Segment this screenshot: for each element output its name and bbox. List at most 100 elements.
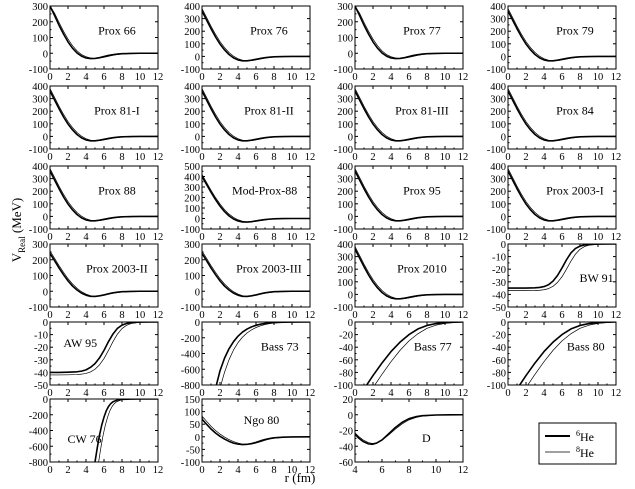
x-tick-label: 12 <box>305 388 316 399</box>
y-axis-label: VReal (MeV) <box>9 198 27 263</box>
y-tick-label: 100 <box>184 272 200 283</box>
y-tick-label: -40 <box>34 368 48 379</box>
y-tick-label: 150 <box>184 395 200 406</box>
panel-label: BW 91 <box>579 271 613 285</box>
y-tick-label: -100 <box>29 145 48 156</box>
series-line-8he <box>508 8 616 62</box>
x-tick-label: 10 <box>593 388 604 399</box>
x-tick-label: 8 <box>119 388 124 399</box>
y-tick-label: 400 <box>337 240 353 251</box>
y-tick-label: 200 <box>32 107 48 118</box>
y-tick-label: -100 <box>181 458 200 469</box>
x-tick-label: 4 <box>235 152 241 163</box>
series-line-8he <box>50 6 158 59</box>
y-tick-label: -100 <box>487 225 506 236</box>
legend-label-6he: 6He <box>576 429 594 444</box>
x-tick-label: 4 <box>388 152 394 163</box>
x-tick-label: 6 <box>379 465 384 476</box>
x-tick-label: 0 <box>505 310 510 321</box>
series-line-8he <box>355 246 463 300</box>
y-tick-label: 100 <box>184 120 200 131</box>
x-tick-label: 2 <box>523 152 528 163</box>
panel-frame <box>507 321 617 386</box>
y-tick-label: -200 <box>29 411 48 422</box>
x-tick-label: 12 <box>458 232 469 243</box>
x-tick-label: 2 <box>65 232 70 243</box>
series-line-8he <box>508 244 616 291</box>
y-tick-label: 300 <box>337 95 353 106</box>
panel-label: Bass 77 <box>414 339 452 353</box>
series-line-8he <box>355 414 463 444</box>
panel-label: Prox 81-III <box>395 103 449 117</box>
panel-label: Prox 77 <box>403 23 441 37</box>
y-tick-label: -600 <box>29 442 48 453</box>
y-tick-label: 50 <box>190 420 201 431</box>
y-tick-label: 400 <box>337 162 353 173</box>
y-tick-label: -20 <box>492 265 506 276</box>
panel-label: Prox 81-I <box>94 103 140 117</box>
y-tick-label: 300 <box>32 175 48 186</box>
x-tick-label: 12 <box>611 152 622 163</box>
y-tick-label: 200 <box>32 256 48 267</box>
x-tick-label: 0 <box>505 388 510 399</box>
panel-bass-77: 0 2 4 6 8 10 12 -100 -80-60 -40-20 0 Bass 77 <box>334 318 469 399</box>
panel-frame <box>354 398 464 463</box>
x-tick-label: 6 <box>101 232 106 243</box>
y-tick-label: 0 <box>195 287 200 298</box>
y-tick-label: -100 <box>334 225 353 236</box>
series-line-6he <box>519 322 616 385</box>
x-tick-label: 4 <box>83 465 89 476</box>
y-axis-label-unit: (MeV) <box>9 198 24 237</box>
series-line-8he <box>50 250 158 297</box>
y-tick-label: 100 <box>32 200 48 211</box>
y-tick-label: 0 <box>43 212 48 223</box>
x-tick-label: 10 <box>440 310 451 321</box>
x-tick-label: 6 <box>253 232 258 243</box>
y-tick-label: 0 <box>501 52 506 63</box>
series-group <box>202 174 310 223</box>
x-tick-label: 2 <box>370 152 375 163</box>
series-line-8he <box>355 88 463 142</box>
x-tick-label: 12 <box>458 152 469 163</box>
panel-label: AW 95 <box>63 336 97 350</box>
x-tick-label: 6 <box>101 310 106 321</box>
y-tick-label: 100 <box>337 278 353 289</box>
y-tick-label: 400 <box>32 82 48 93</box>
x-tick-label: 0 <box>47 152 52 163</box>
y-tick-label: -100 <box>487 145 506 156</box>
x-tick-label: 12 <box>305 152 316 163</box>
x-tick-label: 0 <box>47 72 52 83</box>
series-group <box>202 250 310 298</box>
x-tick-label: 8 <box>271 152 276 163</box>
y-tick-label: 0 <box>348 49 353 60</box>
x-tick-label: 10 <box>135 232 146 243</box>
x-tick-label: 2 <box>65 465 70 476</box>
x-tick-label: 8 <box>119 232 124 243</box>
panel-d: 4 6 8 10 12 -60 -40 -20 0 20 D <box>339 395 468 476</box>
y-tick-label: 100 <box>337 120 353 131</box>
x-tick-label: 0 <box>199 72 204 83</box>
x-tick-label: 10 <box>593 72 604 83</box>
x-tick-label: 2 <box>217 152 222 163</box>
x-tick-label: 6 <box>253 152 258 163</box>
y-tick-label: -100 <box>29 225 48 236</box>
y-tick-label: -20 <box>339 427 353 438</box>
x-tick-label: 2 <box>523 232 528 243</box>
series-group <box>355 246 463 300</box>
series-line-6he <box>355 413 463 446</box>
series-group <box>366 322 463 385</box>
panel-label: Bass 73 <box>261 339 299 353</box>
y-tick-label: 100 <box>490 120 506 131</box>
y-tick-label: -100 <box>334 381 353 392</box>
y-tick-label: 0 <box>43 287 48 298</box>
series-line-8he <box>527 322 616 385</box>
x-tick-label: 12 <box>458 465 469 476</box>
panel-label: CW 76 <box>67 432 101 446</box>
x-tick-label: 0 <box>352 388 357 399</box>
x-tick-label: 8 <box>119 152 124 163</box>
